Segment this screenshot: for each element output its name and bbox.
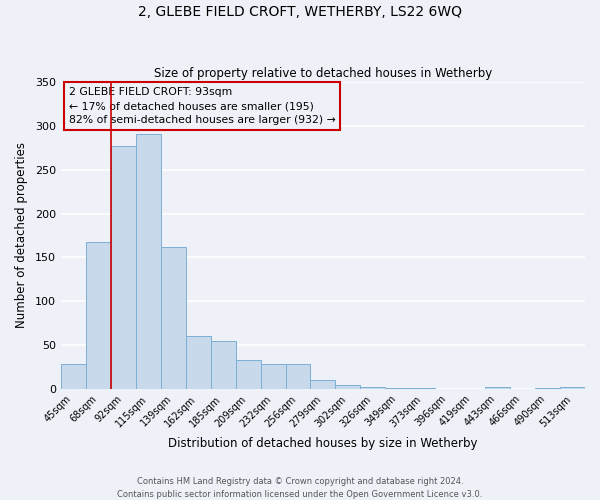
Bar [211,340,236,389]
Bar [560,387,585,389]
Bar [361,387,385,389]
Bar [485,387,510,389]
Bar [385,388,410,389]
Bar [535,388,560,389]
Title: Size of property relative to detached houses in Wetherby: Size of property relative to detached ho… [154,66,492,80]
Bar [61,364,86,389]
Text: 2, GLEBE FIELD CROFT, WETHERBY, LS22 6WQ: 2, GLEBE FIELD CROFT, WETHERBY, LS22 6WQ [138,5,462,19]
Bar [86,242,111,389]
Bar [186,336,211,389]
Bar [286,364,310,389]
Y-axis label: Number of detached properties: Number of detached properties [15,142,28,328]
Bar [260,364,286,389]
Bar [335,384,361,389]
Bar [310,380,335,389]
Text: Contains HM Land Registry data © Crown copyright and database right 2024.
Contai: Contains HM Land Registry data © Crown c… [118,478,482,499]
Text: 2 GLEBE FIELD CROFT: 93sqm
← 17% of detached houses are smaller (195)
82% of sem: 2 GLEBE FIELD CROFT: 93sqm ← 17% of deta… [69,86,335,126]
Bar [410,388,435,389]
Bar [111,146,136,389]
X-axis label: Distribution of detached houses by size in Wetherby: Distribution of detached houses by size … [168,437,478,450]
Bar [161,247,186,389]
Bar [236,360,260,389]
Bar [136,134,161,389]
